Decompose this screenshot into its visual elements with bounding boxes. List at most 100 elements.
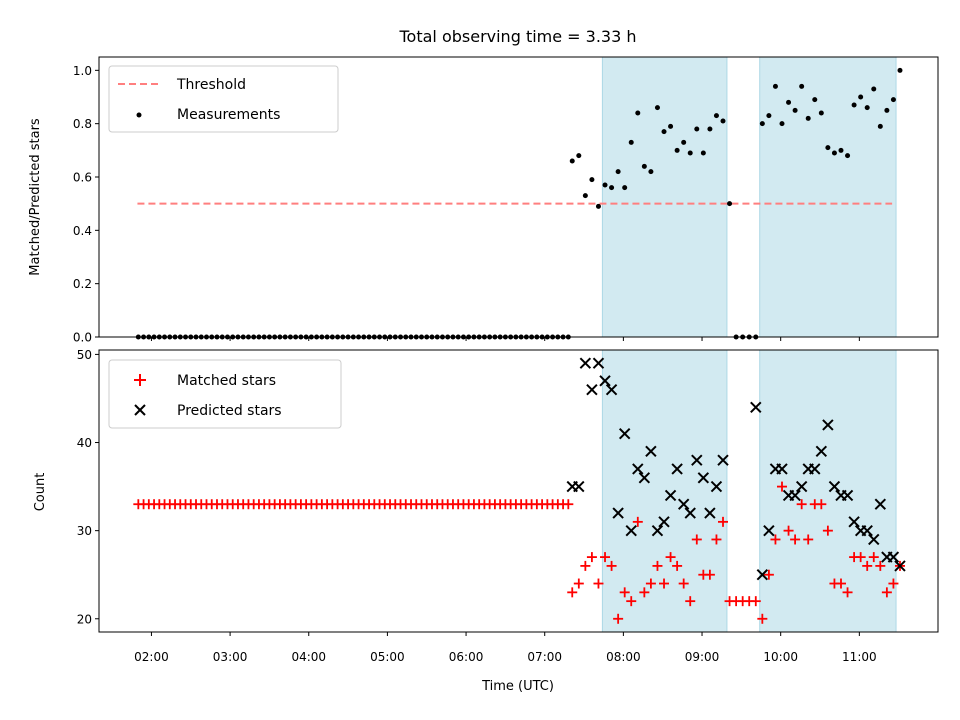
matched-star-marker [881, 587, 892, 598]
measurement-point [838, 147, 844, 153]
measurement-point [641, 163, 647, 169]
matched-star-marker [639, 587, 650, 598]
predicted-star-marker [841, 489, 854, 502]
measurement-point [805, 115, 811, 121]
predicted-stars-points [566, 357, 906, 581]
x-tick-label: 09:00 [685, 650, 720, 664]
measurement-point [694, 126, 700, 132]
matched-star-marker [580, 560, 591, 571]
x-tick-label: 02:00 [134, 650, 169, 664]
top-legend-box [108, 65, 339, 133]
bottom-legend: Matched stars Predicted stars [108, 359, 342, 429]
matched-star-marker [868, 552, 879, 563]
bottom-y-tick-label: 50 [77, 348, 92, 362]
measurement-point [831, 150, 837, 156]
measurement-point [707, 126, 713, 132]
matched-star-marker [776, 481, 787, 492]
bottom-y-axis-label: Count [33, 473, 48, 512]
predicted-star-marker [638, 472, 651, 484]
bottom-y-tick-label: 30 [77, 524, 92, 538]
matched-star-marker [704, 569, 715, 580]
predicted-star-marker [671, 463, 683, 475]
measurement-point [576, 153, 582, 159]
predicted-star-marker [874, 498, 887, 510]
predicted-star-marker [717, 454, 729, 466]
matched-star-marker [790, 534, 801, 545]
measurement-point [595, 203, 601, 209]
x-tick-label: 06:00 [449, 650, 484, 664]
measurement-point [864, 105, 870, 111]
predicted-star-marker [887, 551, 900, 563]
measurement-point [713, 113, 719, 119]
legend-measurements-swatch [136, 112, 142, 118]
x-tick-label: 04:00 [291, 650, 326, 664]
predicted-star-marker [625, 524, 637, 537]
measurement-point [845, 153, 851, 159]
predicted-star-marker [776, 463, 788, 475]
predicted-star-marker [750, 401, 762, 413]
predicted-star-marker [645, 445, 657, 458]
matched-star-marker [665, 552, 676, 563]
matched-star-marker [626, 596, 637, 607]
matched-star-marker [750, 596, 761, 607]
bottom-shaded-interval-1 [601, 349, 728, 633]
predicted-star-marker [868, 533, 880, 546]
matched-star-marker [593, 578, 604, 589]
matched-star-marker [783, 525, 794, 536]
predicted-star-marker [599, 375, 611, 387]
measurement-point [871, 86, 877, 92]
measurement-point [818, 110, 824, 116]
predicted-star-marker [691, 454, 703, 466]
measurement-point [635, 110, 641, 116]
top-y-tick-label: 0.6 [73, 171, 92, 185]
legend-predicted-swatch [134, 404, 146, 416]
measurement-point [661, 129, 667, 135]
measurement-point [884, 107, 890, 113]
measurement-point [622, 185, 628, 191]
matched-star-marker [652, 560, 663, 571]
measurement-point [779, 121, 785, 127]
x-tick-label: 03:00 [213, 650, 248, 664]
predicted-star-marker [651, 524, 664, 537]
measurement-point [851, 102, 857, 108]
measurement-point [700, 150, 706, 156]
matched-star-marker [862, 560, 873, 571]
measurement-point [858, 94, 864, 100]
measurement-point [648, 169, 654, 175]
top-y-ticks: 0.0 0.2 0.4 0.6 0.8 1.0 [73, 64, 99, 345]
top-y-tick-label: 0.0 [73, 331, 92, 345]
x-tick-label: 10:00 [763, 650, 798, 664]
bottom-legend-box [108, 359, 342, 429]
predicted-star-marker [677, 498, 690, 510]
measurement-point [668, 123, 674, 129]
measurement-point [897, 67, 903, 73]
predicted-star-marker [795, 480, 808, 493]
predicted-star-marker [664, 489, 677, 502]
measurement-point [759, 121, 765, 127]
legend-matched-label: Matched stars [177, 373, 276, 389]
matched-star-marker [835, 578, 846, 589]
measurement-point [890, 97, 896, 103]
measurement-point [628, 139, 634, 145]
matched-star-marker [659, 578, 670, 589]
matched-star-marker [816, 499, 827, 510]
predicted-star-marker [573, 480, 585, 493]
matched-star-marker [842, 587, 853, 598]
matched-star-marker [563, 499, 574, 510]
x-tick-label: 05:00 [370, 650, 405, 664]
matched-star-marker [586, 552, 597, 563]
predicted-star-marker [605, 383, 618, 396]
matched-star-marker [711, 534, 722, 545]
matched-star-marker [796, 499, 807, 510]
measurement-point [687, 150, 693, 156]
matched-star-marker [803, 534, 814, 545]
predicted-star-marker [632, 463, 644, 475]
predicted-star-marker [822, 419, 834, 431]
predicted-star-marker [586, 383, 598, 396]
predicted-star-marker [861, 524, 873, 537]
top-shaded-interval-1 [601, 56, 728, 338]
legend-matched-swatch [134, 374, 146, 386]
matched-star-marker [770, 534, 781, 545]
measurement-point [766, 113, 772, 119]
